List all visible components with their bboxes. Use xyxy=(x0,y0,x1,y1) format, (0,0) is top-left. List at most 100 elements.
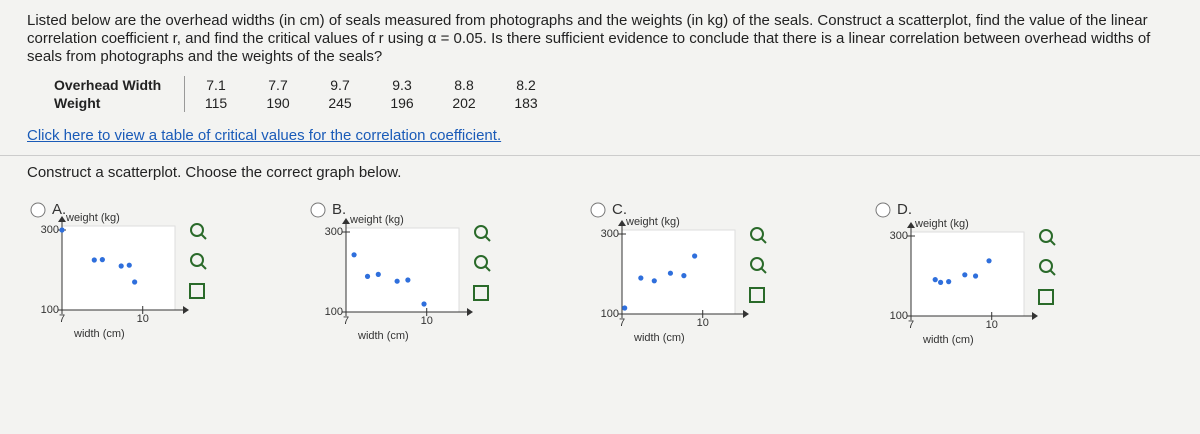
zoom-out[interactable] xyxy=(750,257,764,271)
question: Listed below are the overhead widths (in… xyxy=(27,12,1151,65)
zoom-in[interactable] xyxy=(750,227,764,241)
option[interactable]: A. weight (kg) width (cm) 7 10 100 300 xyxy=(30,198,240,368)
x-arrow xyxy=(743,310,749,318)
separator xyxy=(0,155,1200,156)
y-tick-label: 300 xyxy=(325,226,343,238)
x-tick-label: 7 xyxy=(59,313,65,325)
y-axis-label: weight (kg) xyxy=(349,214,404,226)
option[interactable]: B. weight (kg) width (cm) 7 10 100 300 xyxy=(310,198,520,368)
radio-button[interactable] xyxy=(875,202,891,218)
option-graph: B.weight (kg) width (cm) 7 10 100 300 xyxy=(310,201,491,342)
popout[interactable] xyxy=(189,283,205,299)
point xyxy=(421,301,427,307)
x-tick-label: 10 xyxy=(421,315,433,327)
zoom-in-handle xyxy=(200,233,207,240)
point xyxy=(638,275,644,281)
popout[interactable] xyxy=(473,285,489,301)
table-cell: 196 xyxy=(390,95,414,111)
table-cell: 115 xyxy=(204,95,228,111)
x-tick-label: 7 xyxy=(619,317,625,329)
point xyxy=(126,262,132,268)
y-axis-label: weight (kg) xyxy=(914,218,969,230)
table-cell: 7.7 xyxy=(268,77,288,93)
x-tick-label: 10 xyxy=(137,313,149,325)
row-header: Overhead Width xyxy=(48,76,185,94)
zoom-out[interactable] xyxy=(190,253,204,267)
option-label: C. xyxy=(612,201,627,218)
zoom-out[interactable] xyxy=(474,255,488,269)
zoom-in-handle xyxy=(1049,239,1056,246)
x-axis-label: width (cm) xyxy=(73,328,125,340)
point xyxy=(937,279,944,285)
table-cell: 245 xyxy=(328,95,352,111)
zoom-in[interactable] xyxy=(1039,229,1053,243)
point xyxy=(91,257,97,263)
y-axis-label: weight (kg) xyxy=(625,216,680,228)
table-cell: 9.3 xyxy=(392,77,412,93)
table-cell: 202 xyxy=(452,95,476,111)
prompt: Construct a scatterplot. Choose the corr… xyxy=(27,164,402,181)
point xyxy=(962,272,968,278)
table-cell: 8.8 xyxy=(454,77,474,93)
point xyxy=(651,278,657,284)
point xyxy=(351,252,357,258)
zoom-in[interactable] xyxy=(474,225,488,239)
y-tick-label: 300 xyxy=(890,230,908,242)
y-arrow xyxy=(907,222,915,228)
table-row: Weight 115 190 245 196 202 183 xyxy=(48,94,557,112)
x-tick-label: 7 xyxy=(343,315,349,327)
point xyxy=(622,305,628,311)
popout[interactable] xyxy=(1038,289,1054,305)
y-tick-label: 300 xyxy=(601,228,619,240)
point xyxy=(932,277,938,283)
option-graph: A. weight (kg) width (cm) 7 10 100 300 xyxy=(30,201,207,340)
point xyxy=(405,277,411,283)
critical-values-link[interactable]: Click here to view a table of critical v… xyxy=(27,127,502,144)
plot-area xyxy=(61,225,176,311)
y-tick-label: 100 xyxy=(325,306,343,318)
point xyxy=(118,263,124,269)
zoom-out-handle xyxy=(760,267,767,274)
radio-button[interactable] xyxy=(590,202,606,218)
point xyxy=(364,273,371,279)
point xyxy=(692,253,698,259)
y-tick-label: 100 xyxy=(41,304,59,316)
y-tick-label: 100 xyxy=(601,308,619,320)
table-row: Overhead Width 7.1 7.7 9.7 9.3 8.8 8.2 xyxy=(48,76,557,94)
y-tick-label: 100 xyxy=(890,310,908,322)
radio-button[interactable] xyxy=(30,202,46,218)
zoom-in[interactable] xyxy=(190,223,204,237)
table-cell: 190 xyxy=(266,95,290,111)
x-tick-label: 10 xyxy=(697,317,709,329)
x-axis-label: width (cm) xyxy=(357,330,409,342)
plot-area xyxy=(910,231,1025,317)
point xyxy=(681,273,687,279)
option[interactable]: D. weight (kg) width (cm) 7 10 100 300 xyxy=(875,198,1085,368)
row-header: Weight xyxy=(48,94,185,112)
y-arrow xyxy=(58,216,66,222)
point xyxy=(667,270,674,276)
popout[interactable] xyxy=(749,287,765,303)
table-cell: 183 xyxy=(514,95,538,111)
table-cell: 7.1 xyxy=(206,77,226,93)
point xyxy=(394,278,400,284)
y-arrow xyxy=(618,220,626,226)
y-axis-label: weight (kg) xyxy=(65,212,120,224)
x-arrow xyxy=(1032,312,1038,320)
point xyxy=(986,258,992,264)
point xyxy=(375,271,381,277)
option-graph: C.weight (kg) width (cm) 7 10 100 300 xyxy=(590,201,767,344)
zoom-out-handle xyxy=(200,263,207,270)
zoom-out[interactable] xyxy=(1039,259,1053,273)
radio-button[interactable] xyxy=(310,202,326,218)
point xyxy=(972,273,979,279)
option[interactable]: C. weight (kg) width (cm) 7 10 100 300 xyxy=(590,198,800,368)
zoom-in-handle xyxy=(484,235,491,242)
point xyxy=(59,227,65,233)
zoom-out-handle xyxy=(484,265,491,272)
option-label: D. xyxy=(897,201,912,218)
x-arrow xyxy=(183,306,189,314)
option-graph: D.weight (kg) width (cm) 7 10 100 300 xyxy=(875,201,1056,346)
zoom-out-handle xyxy=(1049,269,1056,276)
